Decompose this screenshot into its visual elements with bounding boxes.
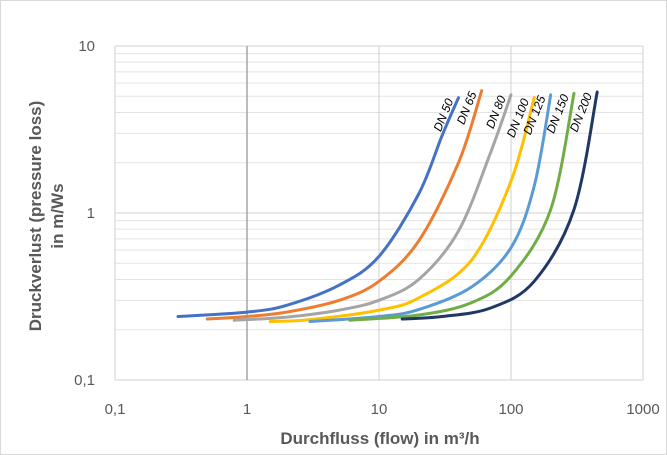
x-tick-label: 10 xyxy=(371,401,388,418)
y-tick-label: 1 xyxy=(87,205,95,222)
x-tick-label: 100 xyxy=(498,401,523,418)
series-curves xyxy=(176,89,599,323)
y-tick-label: 10 xyxy=(78,38,95,55)
x-tick-label: 1000 xyxy=(626,401,659,418)
x-axis-title: Durchfluss (flow) in m³/h xyxy=(280,429,479,448)
series-line-dn-80 xyxy=(232,93,513,322)
x-tick-label: 0,1 xyxy=(105,401,126,418)
series-line-dn-125 xyxy=(308,93,553,323)
series-line-dn-150 xyxy=(348,91,576,322)
series-line-dn-200 xyxy=(400,90,599,321)
x-tick-label: 1 xyxy=(243,401,251,418)
y-tick-labels: 0,1 1 10 xyxy=(74,38,95,389)
y-axis-title-line-1: Druckverlust (pressure loss) xyxy=(26,101,45,332)
y-axis-title: Druckverlust (pressure loss) in m/Ws xyxy=(26,101,67,332)
y-axis-title-line-2: in m/Ws xyxy=(48,183,67,248)
y-tick-label: 0,1 xyxy=(74,372,95,389)
series-line-dn-65 xyxy=(205,89,484,321)
grid-lines xyxy=(114,45,644,381)
series-line-dn-50 xyxy=(176,96,460,318)
series-line-dn-100 xyxy=(268,96,536,323)
x-tick-labels: 0,1 1 10 100 1000 xyxy=(105,401,660,418)
